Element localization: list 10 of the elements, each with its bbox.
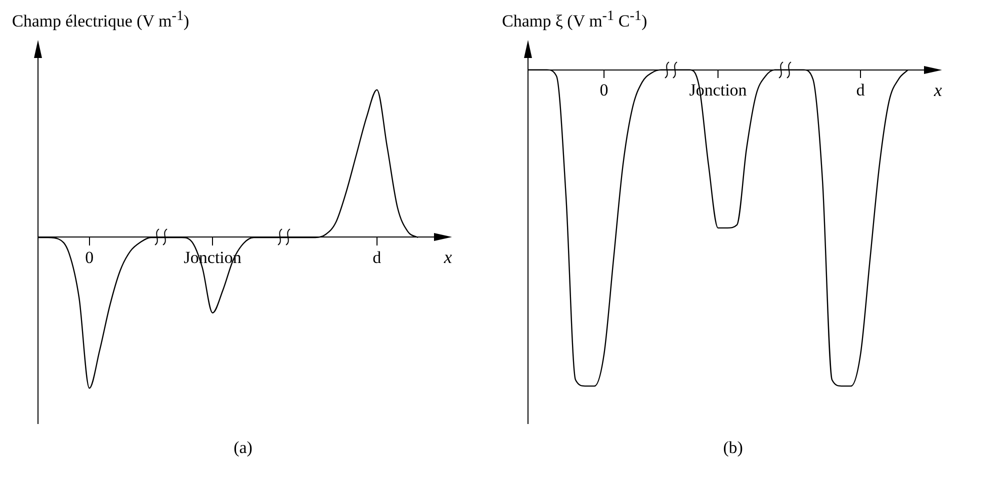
text: (a) (232, 438, 254, 458)
x-axis-title: x (934, 80, 942, 101)
x-axis-title: x (444, 247, 452, 268)
x-tick-label: 0 (600, 80, 608, 100)
y-axis-title: Champ électrique (V m$^{-1}$) (11, 8, 190, 33)
x-tick-label: d (856, 80, 866, 100)
y-axis-title: Champ ξ (V m$^{-1}$ C$^{-1}$) (501, 8, 648, 33)
x-tick-label: 0 (85, 248, 94, 268)
x-tick-label: d (372, 248, 382, 268)
text: (b) (722, 438, 744, 458)
